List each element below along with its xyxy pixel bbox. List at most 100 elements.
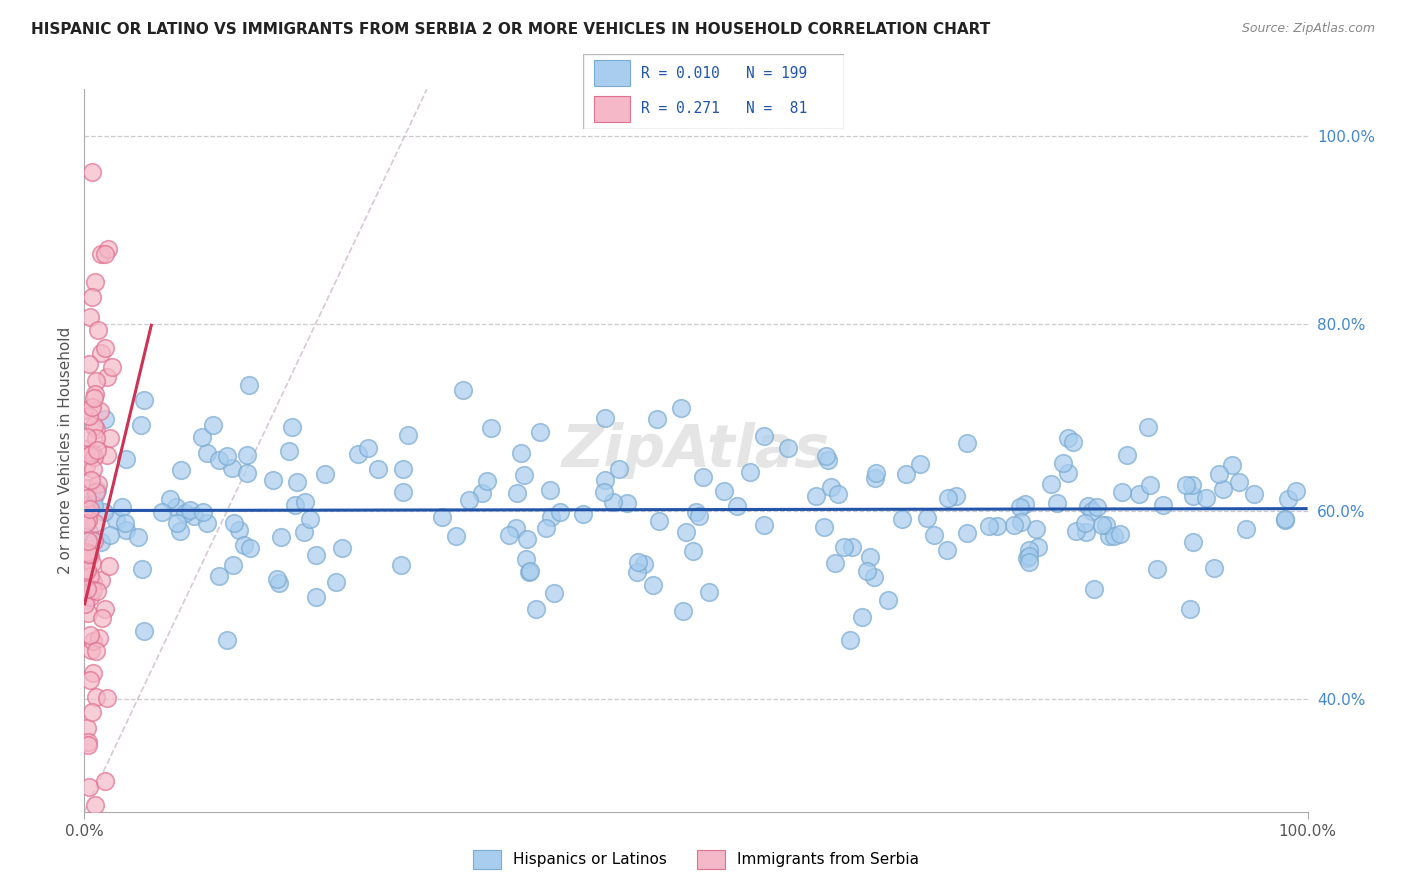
Point <box>82 462 104 476</box>
Point <box>367 462 389 476</box>
Point <box>513 467 536 482</box>
Point <box>277 444 299 458</box>
Point <box>96 370 118 384</box>
Point <box>150 504 173 518</box>
Point <box>79 449 101 463</box>
Point <box>430 510 453 524</box>
Point <box>529 425 551 439</box>
Point <box>228 523 250 537</box>
Point <box>267 576 290 591</box>
Point <box>87 632 110 646</box>
Point <box>1178 602 1201 616</box>
Point <box>208 452 231 467</box>
Point <box>75 516 97 530</box>
Point <box>510 446 533 460</box>
Point <box>298 512 321 526</box>
Point <box>391 484 413 499</box>
Point <box>132 392 155 407</box>
Point <box>222 558 245 573</box>
Point <box>1025 522 1047 536</box>
Point <box>75 593 97 607</box>
Point <box>98 528 121 542</box>
Point <box>294 494 316 508</box>
Point <box>626 566 648 580</box>
Point <box>908 457 931 471</box>
Point <box>444 529 467 543</box>
Point <box>170 463 193 477</box>
Point <box>221 460 243 475</box>
Point <box>977 519 1000 533</box>
Point <box>90 535 112 549</box>
Point <box>506 486 529 500</box>
Point <box>841 541 863 555</box>
Point <box>82 634 104 648</box>
Point <box>77 547 100 561</box>
Point <box>863 471 886 485</box>
Point <box>877 593 900 607</box>
Point <box>166 516 188 531</box>
Point <box>806 490 828 504</box>
Point <box>754 429 776 443</box>
Point <box>111 500 134 514</box>
Point <box>475 474 498 488</box>
Point <box>682 544 704 558</box>
Point <box>82 575 104 590</box>
Point <box>127 530 149 544</box>
Point <box>114 516 136 530</box>
Point <box>389 558 412 572</box>
Point <box>93 341 115 355</box>
Point <box>505 521 527 535</box>
Point <box>84 275 107 289</box>
Point <box>894 467 917 481</box>
Point <box>458 493 481 508</box>
Point <box>193 505 215 519</box>
Point <box>1052 456 1074 470</box>
Point <box>859 549 882 564</box>
Point <box>515 552 537 566</box>
Point <box>330 541 353 555</box>
Point <box>516 532 538 546</box>
Point <box>94 773 117 788</box>
Point <box>820 480 842 494</box>
Point <box>195 446 218 460</box>
Point <box>1195 491 1218 506</box>
Point <box>284 498 307 512</box>
Point <box>77 606 100 620</box>
Point <box>1064 524 1087 538</box>
Bar <box>593 96 630 122</box>
Point <box>669 401 692 415</box>
Point <box>235 448 257 462</box>
Point <box>1083 582 1105 596</box>
Point <box>90 346 112 360</box>
Point <box>609 461 631 475</box>
Point <box>73 501 96 516</box>
Point <box>84 644 107 658</box>
Point <box>1227 475 1250 489</box>
Point <box>115 524 138 538</box>
Point <box>1274 512 1296 526</box>
Point <box>281 420 304 434</box>
Point <box>1040 477 1063 491</box>
Point <box>238 377 260 392</box>
Point <box>1139 478 1161 492</box>
Point <box>83 498 105 512</box>
Point <box>75 442 97 456</box>
Point <box>79 310 101 324</box>
Point <box>174 506 197 520</box>
Point <box>82 582 104 597</box>
Point <box>82 165 104 179</box>
Point <box>1277 491 1299 506</box>
Point <box>94 411 117 425</box>
Point <box>851 609 873 624</box>
Point <box>82 290 104 304</box>
Point <box>1015 550 1038 565</box>
Point <box>1008 500 1031 515</box>
Point <box>648 514 671 528</box>
Point <box>1046 496 1069 510</box>
Point <box>592 485 614 500</box>
Point <box>1010 515 1032 529</box>
Point <box>82 666 104 681</box>
Point <box>83 450 105 464</box>
FancyBboxPatch shape <box>583 54 844 129</box>
Point <box>84 387 107 401</box>
